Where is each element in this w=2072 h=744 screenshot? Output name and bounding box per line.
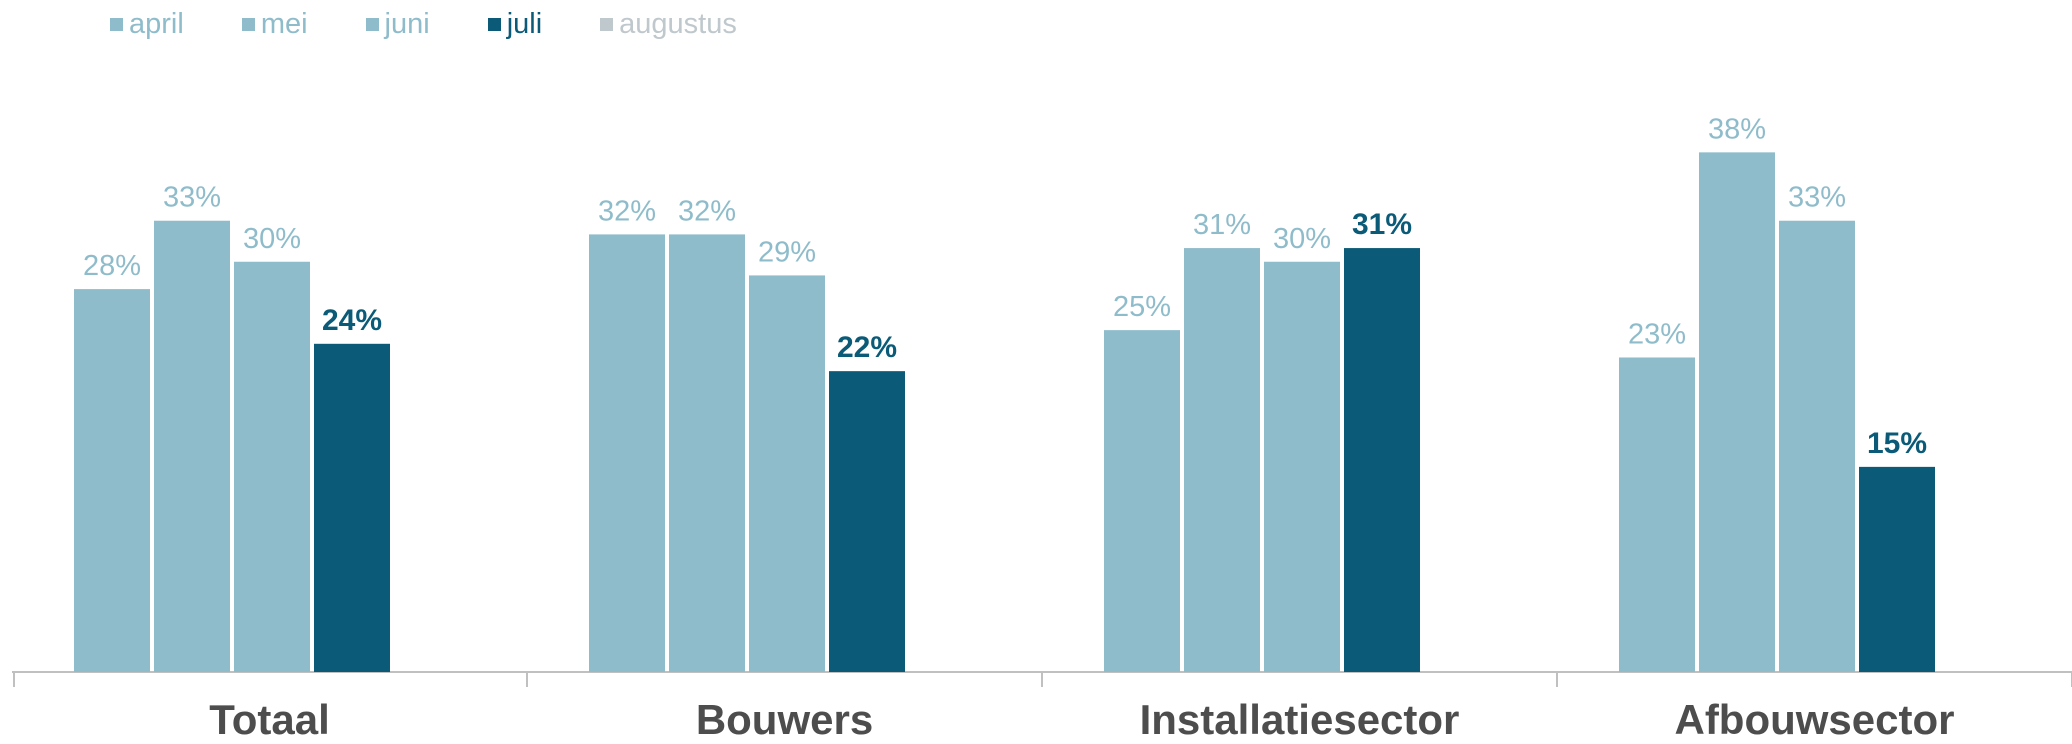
legend-swatch <box>110 17 123 31</box>
chart-legend: april mei juni juli augustus <box>110 4 737 44</box>
bar-juni <box>234 261 310 672</box>
data-label: 38% <box>1708 113 1766 145</box>
legend-swatch <box>600 17 614 31</box>
legend-label: april <box>129 7 184 40</box>
bar-april <box>1619 357 1695 672</box>
bar-juni <box>749 275 825 672</box>
legend-label: juli <box>506 7 543 40</box>
bar-april <box>1104 330 1180 672</box>
legend-swatch <box>241 17 255 31</box>
data-label: 31% <box>1193 209 1251 241</box>
data-label: 30% <box>1273 223 1331 255</box>
bar-april <box>74 289 150 672</box>
bar-juni <box>1779 220 1855 672</box>
category-label: Installatiesector <box>1140 696 1460 743</box>
data-label: 24% <box>322 304 382 337</box>
legend-label: juni <box>384 7 430 40</box>
data-label: 15% <box>1867 427 1927 460</box>
legend-swatch <box>487 17 501 31</box>
data-label: 32% <box>598 195 656 227</box>
legend-item: juli <box>487 7 543 41</box>
data-label: 31% <box>1352 208 1412 241</box>
legend-item: april <box>110 8 184 41</box>
bar-april <box>589 234 665 672</box>
data-label: 33% <box>1788 182 1846 214</box>
category-label: Bouwers <box>696 696 873 743</box>
bar-juli <box>1859 466 1935 672</box>
data-label: 22% <box>837 331 897 364</box>
bar-juli <box>1344 248 1420 672</box>
data-label: 33% <box>163 182 221 214</box>
legend-label: augustus <box>619 7 737 40</box>
bar-juli <box>829 371 905 672</box>
category-label: Totaal <box>209 696 330 743</box>
data-label: 25% <box>1113 291 1171 323</box>
legend-item: juni <box>365 7 430 41</box>
legend-label: mei <box>260 7 308 40</box>
legend-item: mei <box>241 7 308 41</box>
data-label: 28% <box>83 250 141 282</box>
bar-mei <box>1699 152 1775 673</box>
bar-mei <box>154 220 230 672</box>
data-label: 32% <box>678 195 736 227</box>
data-label: 30% <box>243 223 301 255</box>
data-label: 23% <box>1628 318 1686 350</box>
data-label: 29% <box>758 236 816 268</box>
bar-juni <box>1264 261 1340 672</box>
bar-mei <box>669 234 745 672</box>
category-label: Afbouwsector <box>1674 696 1954 743</box>
bar-juli <box>314 343 390 672</box>
bar-mei <box>1184 248 1260 672</box>
legend-swatch <box>365 17 379 31</box>
legend-item: augustus <box>600 8 737 41</box>
